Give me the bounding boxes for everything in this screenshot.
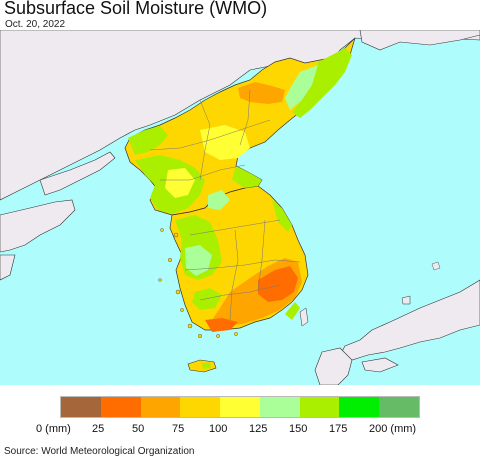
legend-swatch-200-plus xyxy=(379,397,420,417)
map-date: Oct. 20, 2022 xyxy=(5,19,66,30)
source-credit: Source: World Meteorological Organizatio… xyxy=(4,446,195,457)
legend-tick-100: 100 xyxy=(209,423,228,435)
legend-swatch-150-175 xyxy=(299,397,340,417)
nk-west-yellow xyxy=(165,168,195,198)
legend-swatch-25-50 xyxy=(100,397,141,417)
liaodong-peninsula xyxy=(39,151,116,196)
nk-south-lightgreen xyxy=(208,190,230,210)
sk-southeast-deep-orange xyxy=(258,266,298,302)
soil-moisture-map xyxy=(0,30,480,385)
nk-center-yellow xyxy=(200,125,250,160)
nk-northeast-lightgreen xyxy=(285,65,318,110)
china-south-coast xyxy=(0,254,16,281)
shandong-peninsula xyxy=(0,199,76,253)
province-boundaries xyxy=(149,89,301,321)
legend-swatch-100-125 xyxy=(220,397,260,417)
map-title: Subsurface Soil Moisture (WMO) xyxy=(4,0,268,18)
oki-islands xyxy=(401,295,411,305)
legend-tick-75: 75 xyxy=(172,423,185,435)
nk-east-coast-green xyxy=(232,166,262,188)
japan-kyushu xyxy=(314,347,353,385)
sk-south-coast-deep-orange xyxy=(205,318,238,332)
legend-tick-175: 175 xyxy=(329,423,348,435)
japan-shikoku xyxy=(361,357,399,373)
legend-swatch-75-100 xyxy=(180,397,221,417)
coastal-islands xyxy=(158,228,238,339)
legend-tick-0: 0 (mm) xyxy=(36,423,71,435)
sk-east-coast-green xyxy=(285,302,300,320)
legend-tick-150: 150 xyxy=(289,423,308,435)
legend-tick-200: 200 (mm) xyxy=(369,423,417,435)
legend-swatch-175-200 xyxy=(339,397,380,417)
nk-northwest-green xyxy=(128,126,168,155)
sk-west-lightgreen xyxy=(185,245,212,276)
tsushima-island xyxy=(299,307,309,327)
legend-tick-25: 25 xyxy=(92,423,105,435)
sk-southwest-green xyxy=(192,288,222,310)
jeju-green-spot xyxy=(202,363,211,369)
color-scale-legend xyxy=(60,396,420,418)
ulleung-island xyxy=(431,261,441,271)
legend-swatch-50-75 xyxy=(140,397,181,417)
legend-tick-50: 50 xyxy=(132,423,145,435)
sk-east-green xyxy=(272,200,292,232)
nk-east-green-zone xyxy=(292,48,352,118)
legend-tick-labels: 0 (mm) 25 50 75 100 125 150 175 200 (mm) xyxy=(0,423,480,437)
japan-sea-coast-russia xyxy=(359,30,480,51)
legend-tick-125: 125 xyxy=(249,423,268,435)
nk-north-orange xyxy=(238,82,285,104)
legend-swatch-0-25 xyxy=(61,397,101,417)
legend-swatch-125-150 xyxy=(259,397,300,417)
